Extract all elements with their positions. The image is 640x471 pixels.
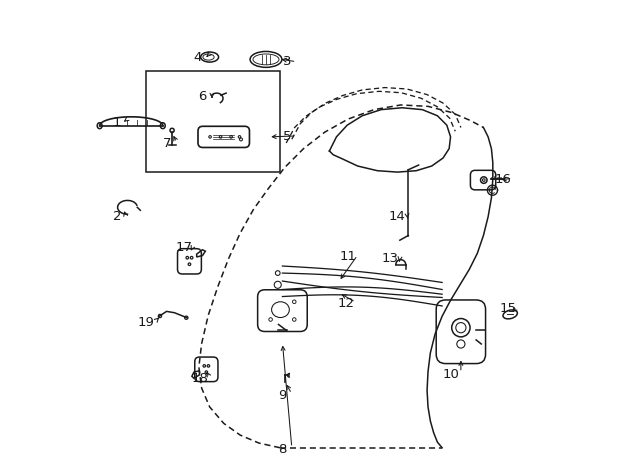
Text: 16: 16: [495, 173, 511, 186]
Text: 7: 7: [163, 138, 172, 150]
Text: 19: 19: [138, 316, 155, 329]
Text: 4: 4: [194, 50, 202, 64]
Text: 14: 14: [389, 210, 406, 223]
Text: 11: 11: [340, 250, 356, 263]
Text: 18: 18: [192, 372, 209, 385]
Text: 17: 17: [175, 241, 192, 254]
Text: 10: 10: [443, 367, 460, 381]
Text: 3: 3: [283, 55, 291, 68]
Text: 1: 1: [113, 116, 122, 130]
Text: 15: 15: [499, 302, 516, 315]
Text: 6: 6: [198, 90, 207, 104]
Text: 9: 9: [278, 389, 287, 402]
Text: 5: 5: [283, 130, 291, 143]
Text: 12: 12: [337, 297, 355, 310]
Text: 13: 13: [382, 252, 399, 266]
Bar: [147, 71, 280, 172]
Text: 8: 8: [278, 443, 287, 455]
Text: 2: 2: [113, 210, 122, 223]
